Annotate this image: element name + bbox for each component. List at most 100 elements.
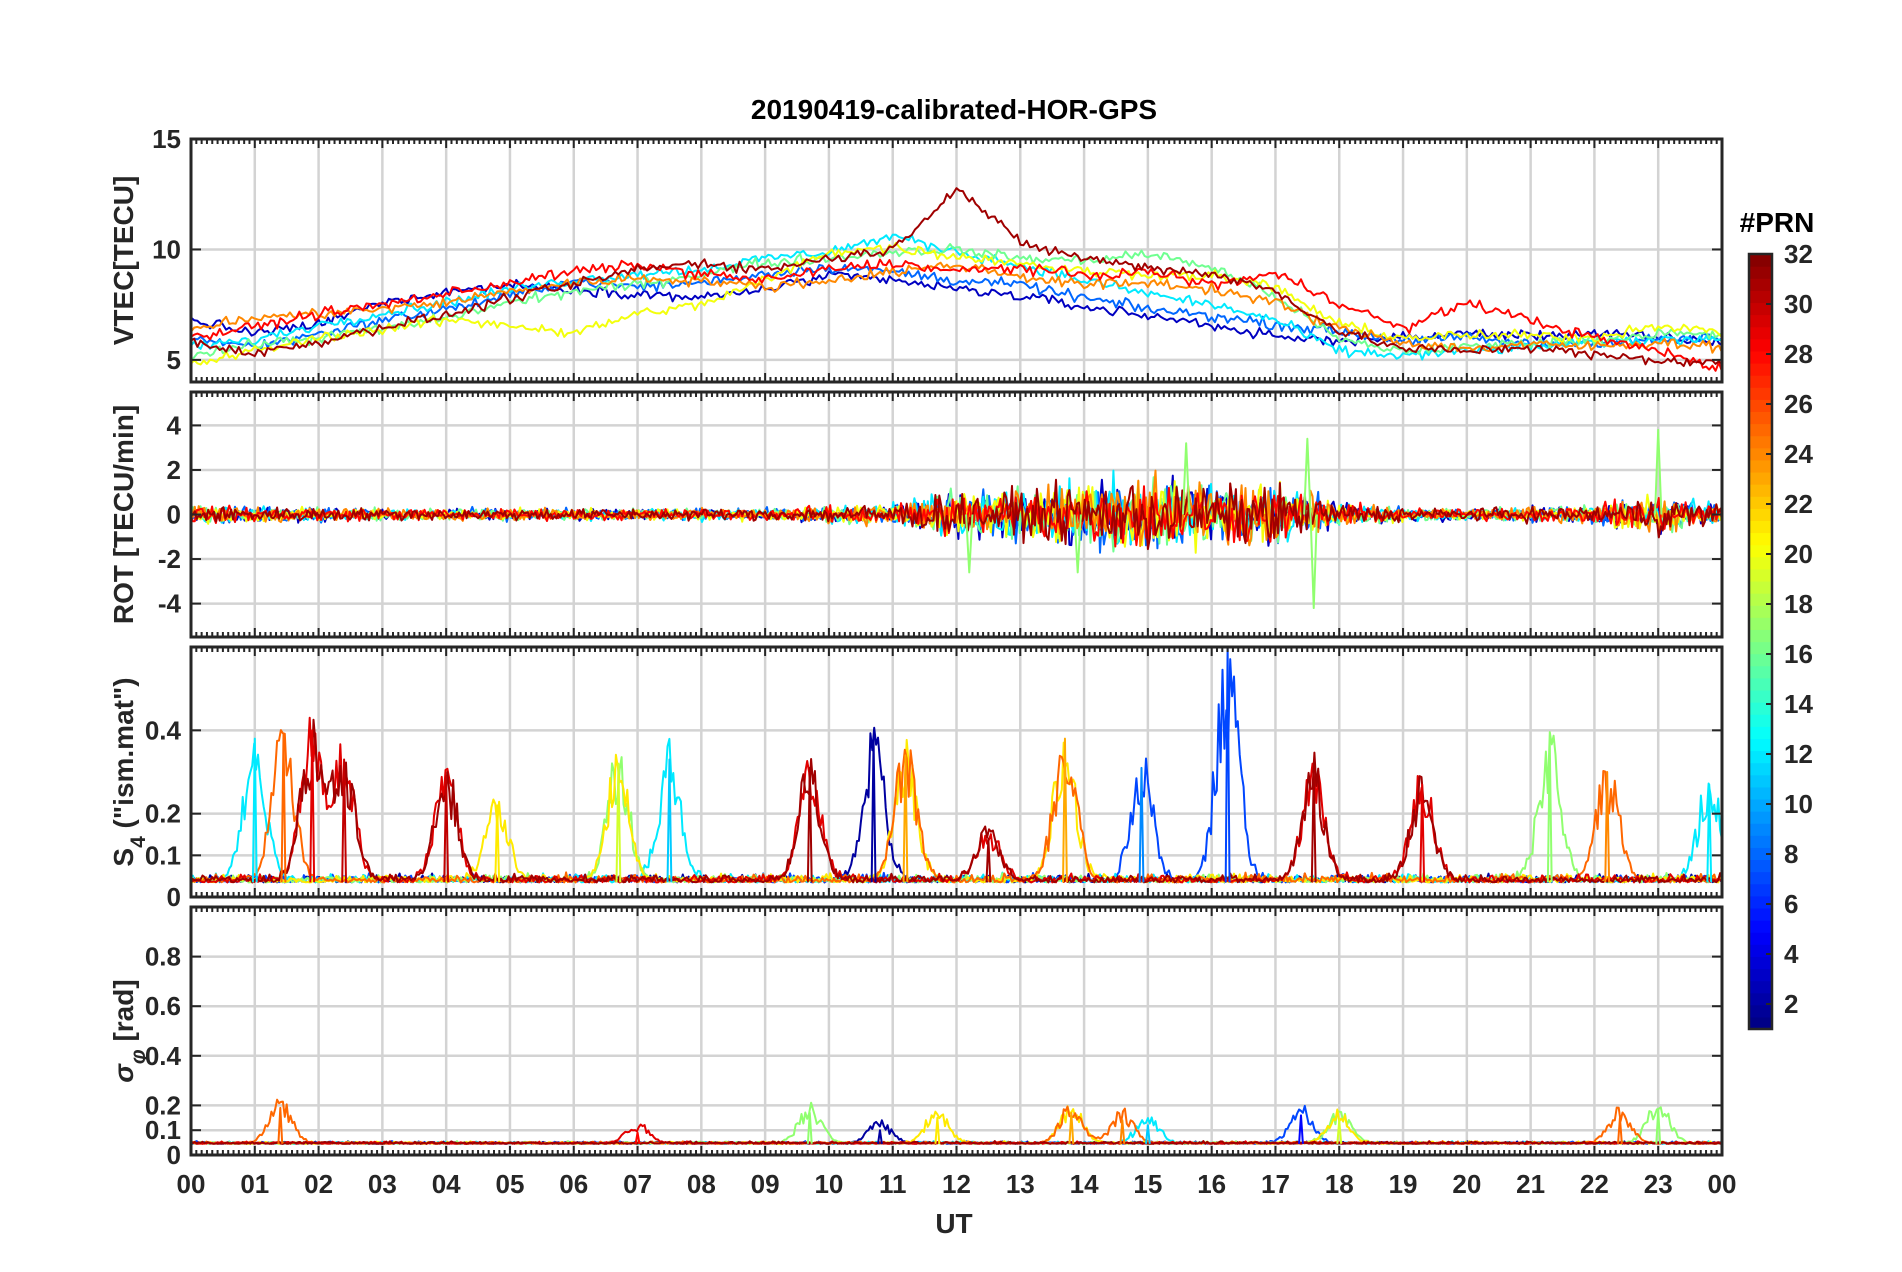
colorbar-segment bbox=[1749, 798, 1772, 812]
y-tick-label: 0.1 bbox=[145, 1115, 181, 1145]
x-tick-label: 22 bbox=[1580, 1169, 1609, 1199]
sigma_phi-burst bbox=[1655, 1109, 1662, 1144]
x-tick-label: 05 bbox=[495, 1169, 524, 1199]
panel-vtec: 5 10 15 VTEC[TECU] bbox=[108, 124, 1724, 384]
x-tick-label: 20 bbox=[1452, 1169, 1481, 1199]
colorbar-segment bbox=[1749, 762, 1772, 776]
y-axis-label-rot: ROT [TECU/min] bbox=[108, 405, 139, 624]
colorbar-tick-label: 16 bbox=[1784, 639, 1813, 669]
colorbar-segment bbox=[1749, 702, 1772, 715]
x-tick-label: 04 bbox=[432, 1169, 461, 1199]
sigma_phi-burst bbox=[1144, 1124, 1151, 1144]
colorbar-tick-label: 6 bbox=[1784, 889, 1798, 919]
sigma_phi-burst bbox=[1617, 1116, 1623, 1144]
colorbar-segment bbox=[1749, 956, 1772, 970]
rot-peak bbox=[1654, 428, 1663, 515]
colorbar-segment bbox=[1749, 459, 1772, 473]
series-group-rot bbox=[191, 428, 1722, 610]
x-tick-label: 08 bbox=[687, 1169, 716, 1199]
colorbar-segment bbox=[1749, 399, 1772, 413]
colorbar-segment bbox=[1749, 907, 1772, 921]
colorbar-segment bbox=[1749, 338, 1772, 352]
rot-peak bbox=[1073, 514, 1082, 574]
y-label-main: S bbox=[108, 848, 139, 867]
colorbar-segment bbox=[1749, 435, 1772, 449]
x-tick-label: 17 bbox=[1261, 1169, 1290, 1199]
x-tick-label: 19 bbox=[1389, 1169, 1418, 1199]
s4-burst bbox=[1604, 771, 1611, 883]
y-tick-label: 0 bbox=[167, 1140, 181, 1170]
colorbar-tick-label: 26 bbox=[1784, 389, 1813, 419]
colorbar-segment bbox=[1749, 254, 1772, 267]
colorbar-tick-label: 12 bbox=[1784, 739, 1813, 769]
s4-burst bbox=[341, 758, 348, 883]
sigma_phi-burst bbox=[1336, 1119, 1343, 1144]
colorbar-segment bbox=[1749, 968, 1772, 982]
s4-burst bbox=[494, 804, 501, 883]
vtec-line-prn-28 bbox=[191, 258, 1722, 372]
s4-burst bbox=[1419, 783, 1426, 883]
colorbar-segment bbox=[1749, 738, 1772, 752]
s4-burst bbox=[1706, 783, 1713, 883]
s4-burst bbox=[280, 733, 287, 883]
colorbar-segment bbox=[1749, 714, 1772, 727]
y-tick-label: 4 bbox=[167, 410, 182, 440]
colorbar-segment bbox=[1749, 811, 1772, 824]
colorbar-segment bbox=[1749, 629, 1772, 643]
s4-burst bbox=[985, 837, 992, 883]
y-tick-label: 0 bbox=[167, 500, 181, 530]
vtec-line-prn-3 bbox=[191, 270, 1722, 347]
colorbar-segment bbox=[1749, 362, 1772, 376]
y-tick-label: 10 bbox=[152, 234, 181, 264]
colorbar-segment bbox=[1749, 302, 1772, 316]
colorbar-segment bbox=[1749, 556, 1772, 570]
series-group-sigma_phi bbox=[191, 1098, 1722, 1145]
y-axis-label-s4: S4 ("ism.mat") bbox=[108, 677, 150, 866]
y-tick-label: 0.4 bbox=[145, 715, 182, 745]
x-tick-label: 13 bbox=[1006, 1169, 1035, 1199]
colorbar-title: #PRN bbox=[1740, 207, 1815, 238]
x-tick-label: 23 bbox=[1644, 1169, 1673, 1199]
s4-burst bbox=[666, 758, 673, 883]
y-tick-label: 0.2 bbox=[145, 1090, 181, 1120]
colorbar-tick-label: 8 bbox=[1784, 839, 1798, 869]
colorbar-segment bbox=[1749, 544, 1772, 558]
vtec-line-prn-20 bbox=[191, 241, 1722, 366]
rot-line-prn-24 bbox=[191, 469, 1722, 548]
colorbar-segment bbox=[1749, 447, 1772, 461]
colorbar-segment bbox=[1749, 871, 1772, 885]
y-tick-label: -2 bbox=[158, 544, 181, 574]
x-tick-label: 15 bbox=[1133, 1169, 1162, 1199]
colorbar-tick-label: 18 bbox=[1784, 589, 1813, 619]
colorbar-segment bbox=[1749, 980, 1772, 994]
colorbar-segment bbox=[1749, 290, 1772, 304]
x-tick-label: 09 bbox=[751, 1169, 780, 1199]
sigma_phi-burst bbox=[806, 1111, 813, 1144]
y-tick-label: 2 bbox=[167, 455, 181, 485]
panel-rot: -4 -2 0 2 4 ROT [TECU/min] bbox=[108, 390, 1724, 639]
y-label-rest: ("ism.mat") bbox=[108, 677, 139, 836]
vtec-line-prn-31 bbox=[191, 187, 1722, 368]
x-tick-label: 00 bbox=[1708, 1169, 1737, 1199]
sigma_phi-burst bbox=[877, 1129, 883, 1144]
y-tick-label: 0.2 bbox=[145, 799, 181, 829]
s4-burst bbox=[1310, 771, 1317, 883]
colorbar-segment bbox=[1749, 1016, 1772, 1030]
colorbar-segment bbox=[1749, 411, 1772, 425]
x-tick-label: 12 bbox=[942, 1169, 971, 1199]
colorbar-segment bbox=[1749, 641, 1772, 655]
colorbar-tick-label: 32 bbox=[1784, 239, 1813, 269]
colorbar-segment bbox=[1749, 920, 1772, 933]
s4-burst bbox=[1138, 766, 1145, 883]
colorbar-segment bbox=[1749, 375, 1772, 388]
colorbar-tick-label: 30 bbox=[1784, 289, 1813, 319]
colorbar-tick-label: 24 bbox=[1784, 439, 1813, 469]
x-tick-label: 00 bbox=[177, 1169, 206, 1199]
s4-burst bbox=[1546, 741, 1553, 883]
sigma_phi-burst bbox=[634, 1131, 641, 1145]
s4-line-prn-29 bbox=[191, 716, 1722, 884]
colorbar-tick-label: 10 bbox=[1784, 789, 1813, 819]
